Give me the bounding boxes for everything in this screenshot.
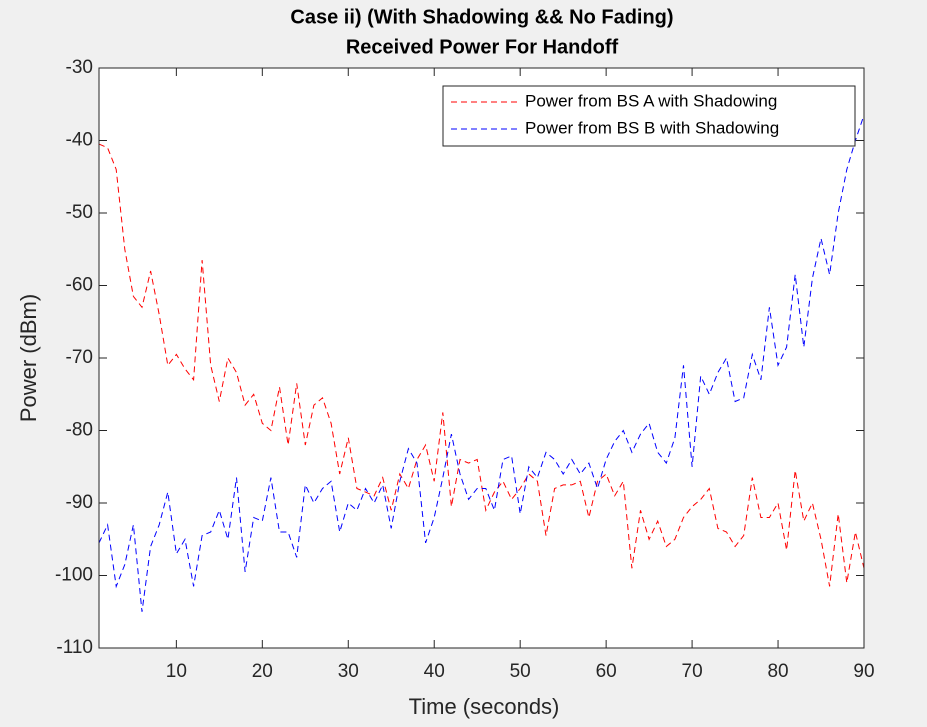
y-tick-label: -90 (66, 492, 93, 513)
x-tick-label: 80 (767, 661, 788, 682)
y-tick-label: -100 (55, 565, 93, 586)
y-tick-label: -50 (66, 202, 93, 223)
data-line (98, 143, 865, 587)
x-tick-label: 50 (510, 661, 531, 682)
chart-title: Received Power For Handoff (346, 36, 619, 58)
y-tick-label: -70 (66, 347, 93, 368)
y-tick-label: -30 (66, 57, 93, 78)
x-tick-label: 70 (682, 661, 703, 682)
x-tick-label: 40 (424, 661, 445, 682)
y-tick-label: -110 (56, 637, 93, 658)
data-line (98, 114, 865, 612)
x-axis-label: Time (seconds) (409, 694, 560, 719)
legend-label: Power from BS B with Shadowing (525, 118, 779, 137)
x-tick-label: 90 (853, 661, 874, 682)
plot-border (98, 67, 865, 649)
y-axis-label: Power (dBm) (16, 294, 41, 422)
legend-label: Power from BS A with Shadowing (525, 91, 777, 110)
y-tick-label: -60 (66, 275, 93, 296)
x-tick-label: 60 (596, 661, 617, 682)
y-tick-label: -80 (66, 420, 93, 441)
legend-box (442, 85, 856, 147)
x-tick-label: 30 (338, 661, 359, 682)
plot-area (99, 68, 864, 648)
chart-title: Case ii) (With Shadowing && No Fading) (290, 6, 673, 28)
x-tick-label: 20 (252, 661, 273, 682)
x-tick-label: 10 (166, 661, 187, 682)
y-tick-label: -40 (66, 130, 93, 151)
